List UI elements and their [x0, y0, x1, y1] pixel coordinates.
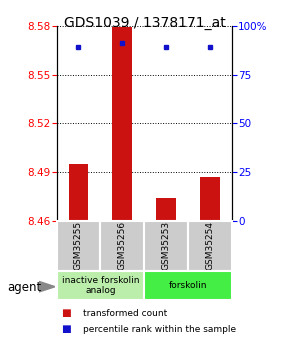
Bar — [113, 28, 132, 221]
Text: percentile rank within the sample: percentile rank within the sample — [83, 325, 236, 334]
Text: GSM35256: GSM35256 — [118, 221, 127, 270]
Text: inactive forskolin
analog: inactive forskolin analog — [62, 276, 139, 295]
Bar — [69, 164, 88, 221]
Text: ■: ■ — [61, 324, 71, 334]
Bar — [200, 177, 220, 221]
Bar — [57, 221, 100, 271]
Bar — [144, 271, 232, 300]
Bar — [156, 198, 176, 221]
Text: transformed count: transformed count — [83, 309, 167, 318]
Text: GDS1039 / 1378171_at: GDS1039 / 1378171_at — [64, 16, 226, 30]
Polygon shape — [39, 282, 55, 292]
Text: agent: agent — [7, 280, 41, 294]
Bar — [57, 271, 144, 300]
Text: GSM35255: GSM35255 — [74, 221, 83, 270]
Text: GSM35254: GSM35254 — [206, 221, 215, 270]
Bar — [144, 221, 188, 271]
Text: ■: ■ — [61, 308, 71, 318]
Text: forskolin: forskolin — [169, 281, 207, 290]
Bar — [100, 221, 144, 271]
Text: GSM35253: GSM35253 — [162, 221, 171, 270]
Bar — [188, 221, 232, 271]
